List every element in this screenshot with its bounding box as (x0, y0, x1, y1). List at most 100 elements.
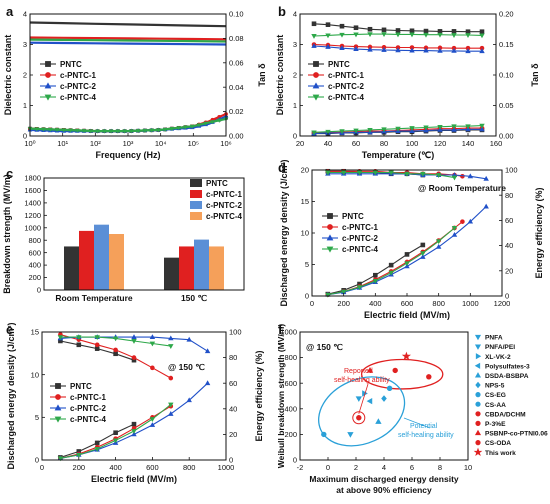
y-axis-tick-label: 1200 (24, 211, 41, 220)
legend-marker (475, 420, 481, 427)
series-efficiency-point (94, 346, 100, 351)
series-dielectric-point (451, 47, 457, 53)
series-tan-point (61, 128, 67, 133)
series-energy-point (356, 285, 363, 291)
scatter-point (375, 418, 382, 424)
series-tan-point (325, 129, 331, 135)
series-dielectric-point (381, 32, 387, 38)
series-dielectric-point (339, 32, 345, 38)
legend-marker (54, 416, 62, 423)
series-tan-point (156, 128, 161, 133)
series-tan-point (381, 127, 387, 133)
y-right-axis-tick-label: 0.15 (499, 40, 514, 49)
series-efficiency-point (131, 334, 137, 340)
scatter-point (392, 367, 398, 374)
y-axis-tick-label: 15 (31, 328, 39, 337)
series-dielectric-point (409, 28, 415, 34)
legend-marker (45, 72, 51, 78)
series-dielectric-point (311, 21, 317, 27)
x-axis-tick-label: 0 (326, 463, 330, 472)
series-tan-point (437, 124, 443, 130)
series-dielectric-point (381, 27, 387, 33)
series-energy-point (451, 231, 458, 237)
y-axis-tick-label: 20 (301, 166, 309, 175)
series-energy-point (460, 219, 465, 224)
series-dielectric-point (451, 29, 457, 34)
series-tan-point (135, 129, 141, 134)
y-axis-tick-label: 1 (293, 101, 297, 110)
legend-marker (475, 440, 481, 446)
series-dielectric-point (479, 33, 485, 39)
x-axis-tick-label: 40 (324, 139, 332, 148)
legend-label: P-3%E (485, 421, 506, 428)
y-right-axis-tick-label: 40 (229, 404, 237, 413)
series-energy-point (168, 402, 174, 408)
x-axis-tick-label: 120 (434, 139, 447, 148)
series-tan-point (34, 127, 40, 132)
legend-label: PNFA/PEI (485, 344, 515, 351)
annotation-arrow (358, 383, 369, 414)
series-dielectric-point (339, 23, 345, 29)
legend-label: c-PNTC-4 (328, 93, 365, 102)
series-tan-point (88, 129, 94, 134)
y-axis-tick-label: 15 (301, 197, 309, 206)
series-energy-point (420, 254, 426, 259)
x-axis-tick-label: 0 (310, 299, 314, 308)
x-axis-label: at above 90% efficiency (336, 485, 432, 495)
series-tan-point (479, 123, 485, 129)
y-axis-tick-label: 3 (23, 40, 27, 49)
x-axis-tick-label: 80 (380, 139, 388, 148)
y-right-axis-tick-label: 0.06 (229, 58, 244, 67)
legend-label: PNTC (328, 60, 350, 69)
plot-frame (41, 331, 227, 461)
x-axis-tick-label: 10⁶ (220, 139, 231, 148)
legend-swatch (190, 212, 202, 220)
legend-label: c-PNTC-2 (60, 82, 97, 91)
legend-marker (474, 362, 481, 369)
scatter-point (355, 396, 362, 402)
series-tan-point (169, 127, 175, 132)
legend-swatch (190, 201, 202, 209)
series-dielectric-point (395, 47, 401, 53)
x-axis-tick-label: 8 (438, 463, 442, 472)
series-tan-point (339, 129, 345, 135)
series-energy-point (76, 452, 82, 458)
y-axis-tick-label: 400 (28, 261, 41, 270)
series-dielectric-line (29, 38, 227, 43)
y-axis-tick-label: 10 (301, 229, 309, 238)
y-axis-tick-label: 1000 (280, 328, 297, 337)
legend-label: c-PNTC-4 (206, 212, 243, 221)
series-tan-point (451, 124, 457, 130)
series-energy-point (131, 421, 137, 427)
legend-label: NPS-5 (485, 383, 505, 390)
x-axis-tick-label: 10⁵ (188, 139, 199, 148)
legend-label: PNTC (342, 212, 364, 221)
series-efficiency-point (76, 342, 82, 348)
series-efficiency-point (131, 355, 137, 360)
legend-label: c-PNTC-1 (60, 71, 97, 80)
x-axis-tick-label: 100 (406, 139, 419, 148)
series-tan-point (48, 127, 53, 132)
series-efficiency-point (168, 375, 174, 381)
y-axis-tick-label: 600 (284, 379, 297, 388)
series-efficiency-point (149, 334, 156, 340)
series-dielectric-point (353, 32, 359, 38)
series-efficiency-point (372, 170, 379, 176)
series-dielectric-point (437, 29, 443, 34)
y-axis-tick-label: 0 (23, 132, 27, 141)
y-axis-tick-label: 2 (293, 71, 297, 80)
legend-label: PNFA (485, 335, 503, 342)
x-axis-tick-label: 200 (337, 299, 350, 308)
ellipse-reported (360, 358, 444, 390)
series-efficiency-point (113, 351, 118, 357)
series-tan-point (395, 126, 401, 132)
y-right-axis-tick-label: 0.05 (499, 101, 514, 110)
scatter-point (426, 374, 432, 380)
series-dielectric-point (465, 33, 471, 38)
scatter-point (381, 395, 387, 402)
x-axis-label: Frequency (Hz) (95, 150, 160, 160)
series-efficiency-point (467, 173, 474, 179)
series-energy-point (451, 226, 458, 231)
x-axis-tick-label: 800 (183, 463, 196, 472)
legend-label: DSDA-BSBPA (485, 373, 529, 380)
